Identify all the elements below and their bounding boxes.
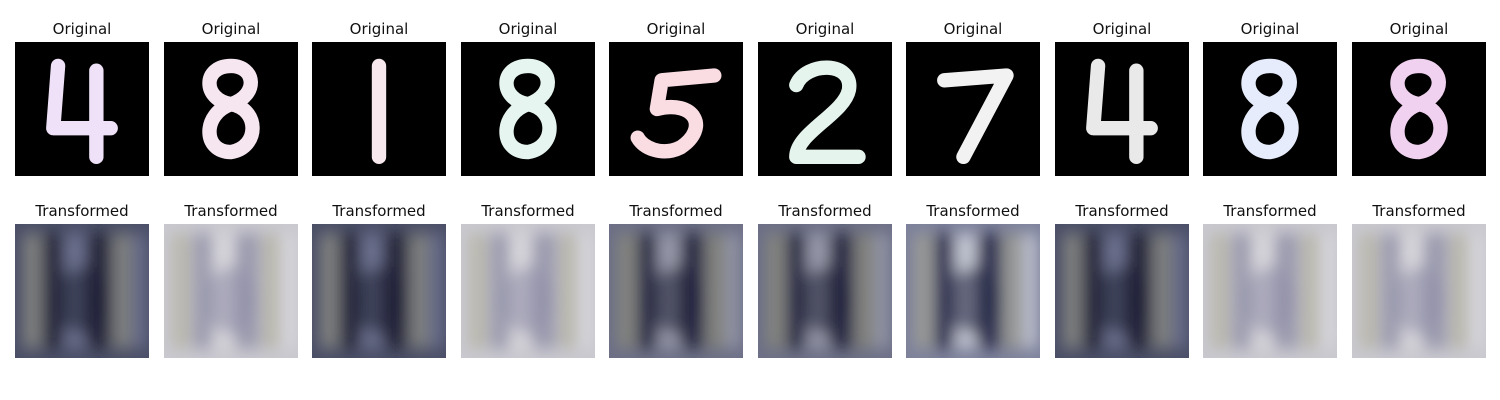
transformed-image	[164, 224, 298, 358]
panel-title: Transformed	[332, 202, 426, 220]
transformed-image	[609, 224, 743, 358]
panel-title: Original	[1240, 20, 1300, 38]
panel-title: Original	[1092, 20, 1152, 38]
transformed-image	[758, 224, 892, 358]
digit-image	[1352, 42, 1486, 176]
transformed-image	[1055, 224, 1189, 358]
digit-stroke	[1390, 58, 1448, 160]
digit-image	[461, 42, 595, 176]
panel-title: Transformed	[629, 202, 723, 220]
panel-title: Transformed	[1372, 202, 1466, 220]
digit-stroke	[1241, 58, 1299, 160]
panel-title: Transformed	[481, 202, 575, 220]
transformed-image	[1203, 224, 1337, 358]
transformed-image	[15, 224, 149, 358]
panel-title: Original	[943, 20, 1003, 38]
digit-image	[906, 42, 1040, 176]
transformed-image	[1352, 224, 1486, 358]
digit-stroke	[499, 58, 557, 160]
panel-title: Transformed	[35, 202, 129, 220]
digit-image	[15, 42, 149, 176]
panel-title: Original	[201, 20, 261, 38]
panel-title: Original	[349, 20, 409, 38]
panel-title: Original	[795, 20, 855, 38]
transformed-image	[906, 224, 1040, 358]
digit-stroke	[937, 68, 1014, 165]
transformed-image	[461, 224, 595, 358]
digit-image	[1203, 42, 1337, 176]
digit-stroke	[202, 58, 260, 160]
panel-title: Transformed	[778, 202, 872, 220]
panel-title: Original	[498, 20, 558, 38]
digit-image	[164, 42, 298, 176]
digit-stroke	[1086, 58, 1158, 165]
digit-stroke	[789, 60, 866, 165]
digit-stroke	[630, 68, 722, 159]
panel-title: Transformed	[184, 202, 278, 220]
digit-stroke	[46, 58, 118, 165]
digit-image	[312, 42, 446, 176]
digit-image	[1055, 42, 1189, 176]
panel-title: Transformed	[1075, 202, 1169, 220]
digit-image	[609, 42, 743, 176]
digit-image	[758, 42, 892, 176]
panel-title: Original	[52, 20, 112, 38]
panel-title: Original	[1389, 20, 1449, 38]
transformed-image	[312, 224, 446, 358]
panel-title: Transformed	[926, 202, 1020, 220]
panel-title: Transformed	[1223, 202, 1317, 220]
panel-title: Original	[646, 20, 706, 38]
